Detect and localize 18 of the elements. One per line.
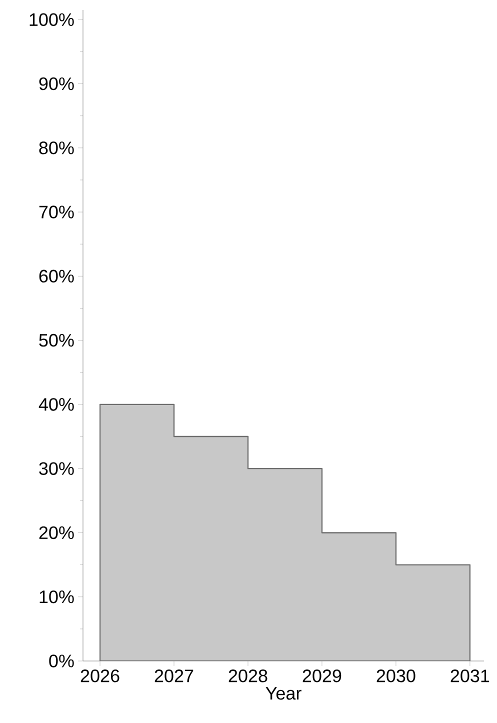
y-tick-label: 50% xyxy=(39,334,74,347)
x-tick-label: 2026 xyxy=(80,670,120,682)
y-tick-label: 30% xyxy=(39,462,74,475)
y-tick-label: 20% xyxy=(39,526,74,540)
y-tick-label: 10% xyxy=(40,590,74,604)
y-tick-label: 90% xyxy=(39,77,74,90)
x-axis-title: Year xyxy=(266,687,302,700)
x-tick-label: 2031 xyxy=(450,670,490,682)
y-tick-label: 60% xyxy=(39,270,74,283)
y-tick-label: 40% xyxy=(38,398,74,411)
y-tick-label: 80% xyxy=(39,142,74,154)
y-tick-label: 100% xyxy=(30,13,74,26)
x-tick-label: 2029 xyxy=(302,670,342,682)
y-tick-label: 70% xyxy=(39,206,74,218)
x-tick-label: 2030 xyxy=(376,670,416,682)
x-tick-label: 2028 xyxy=(228,670,268,682)
y-tick-label: 0% xyxy=(49,654,74,668)
x-tick-label: 2027 xyxy=(154,670,194,682)
